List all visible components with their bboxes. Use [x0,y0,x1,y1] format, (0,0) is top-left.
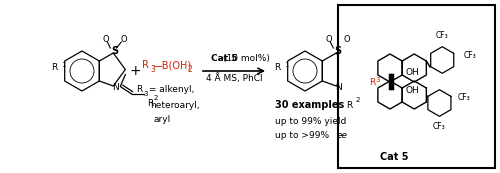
Text: R: R [136,85,142,94]
Text: heteroaryl,: heteroaryl, [150,101,200,110]
Text: +: + [129,64,141,78]
Text: S: S [111,46,118,56]
Text: R: R [346,101,352,110]
Text: OH: OH [406,86,419,95]
Text: R: R [370,78,376,87]
Text: O: O [325,34,332,43]
Text: R: R [148,98,154,107]
Text: R: R [51,63,57,72]
Text: 4 Å MS, PhCl: 4 Å MS, PhCl [206,73,262,83]
Text: ee: ee [337,131,348,140]
Text: 3: 3 [150,65,155,74]
Text: = alkenyl,: = alkenyl, [146,85,194,94]
Text: (10 mol%): (10 mol%) [222,54,270,63]
Text: R: R [274,63,280,72]
Text: 2: 2 [356,98,360,103]
Text: O: O [343,34,349,43]
Bar [338,5,495,168]
Text: —B(OH): —B(OH) [153,60,192,70]
Text: CF₃: CF₃ [463,51,476,60]
Text: 30 examples: 30 examples [275,100,344,110]
Text: 1: 1 [61,62,66,68]
Text: Cat 5: Cat 5 [380,152,408,162]
Text: N: N [335,84,342,93]
Text: up to 99% yield: up to 99% yield [275,116,346,125]
Text: 1: 1 [284,62,288,68]
Text: CF₃: CF₃ [433,122,446,131]
Text: O: O [102,34,108,43]
Text: N: N [112,84,118,93]
Text: O: O [120,34,126,43]
Text: up to >99%: up to >99% [275,131,332,140]
Text: 3: 3 [143,91,148,97]
Text: R: R [142,60,149,70]
Text: aryl: aryl [153,116,170,125]
Text: 2: 2 [188,65,193,74]
Text: OH: OH [406,68,419,77]
Text: CF₃: CF₃ [436,31,448,40]
Text: CF₃: CF₃ [458,93,470,102]
Text: 2: 2 [154,95,158,102]
Text: S: S [334,46,341,56]
Text: 3: 3 [376,76,380,83]
Text: Cat 5: Cat 5 [211,54,238,63]
